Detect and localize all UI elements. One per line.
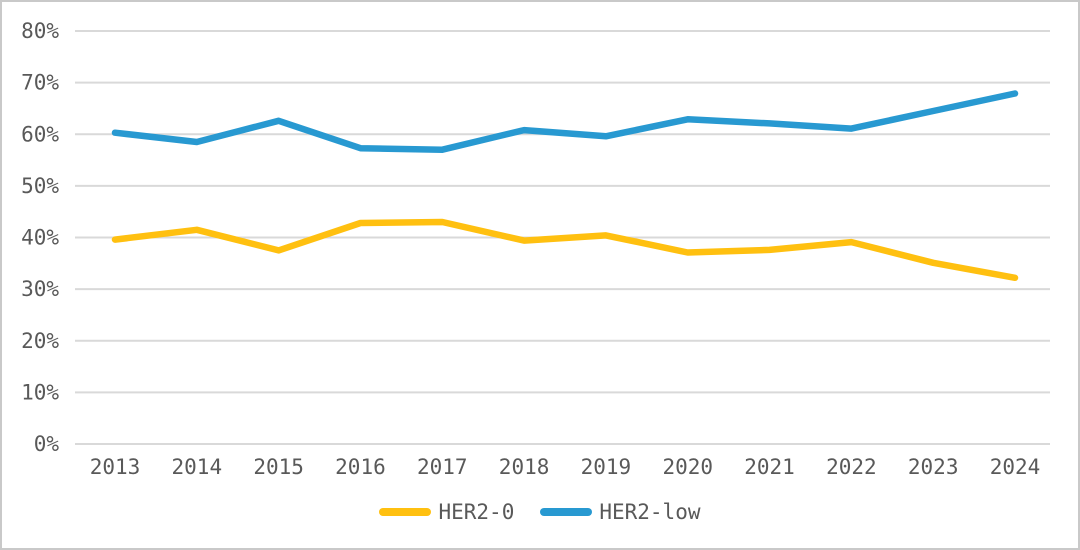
x-axis-tick-label: 2014 (172, 455, 223, 479)
x-axis-tick-label: 2016 (335, 455, 386, 479)
x-axis-tick-label: 2023 (908, 455, 959, 479)
y-axis-tick-label: 80% (21, 19, 59, 43)
y-axis-tick-label: 30% (21, 277, 59, 301)
legend: HER2-0 HER2-low (2, 500, 1078, 524)
x-axis-tick-label: 2018 (499, 455, 550, 479)
x-axis-tick-label: 2022 (826, 455, 877, 479)
her2-low-line-swatch (540, 508, 593, 516)
y-axis-tick-label: 0% (34, 432, 60, 456)
y-axis-tick-label: 20% (21, 329, 59, 353)
legend-item-her2-low: HER2-low (540, 500, 701, 524)
x-axis-tick-label: 2020 (662, 455, 713, 479)
y-axis-tick-label: 70% (21, 71, 59, 95)
series-line-her2-0 (111, 218, 1019, 282)
her2-0-line-swatch (379, 508, 432, 516)
y-axis-tick-label: 50% (21, 174, 59, 198)
x-axis-tick-label: 2015 (253, 455, 304, 479)
x-axis-tick-label: 2021 (744, 455, 795, 479)
series-line-her2-low (111, 90, 1019, 153)
y-axis-tick-label: 40% (21, 226, 59, 250)
x-axis-tick-label: 2017 (417, 455, 468, 479)
legend-label-her2-low: HER2-low (599, 500, 701, 524)
x-axis-tick-label: 2019 (581, 455, 632, 479)
x-axis-tick-label: 2024 (990, 455, 1041, 479)
y-axis-tick-label: 60% (21, 122, 59, 146)
x-axis-tick-label: 2013 (90, 455, 141, 479)
plot-area: 0% 10% 20% 30% 40% 50% 60% 70% 80% 2013 2014 2015 20… (21, 19, 1050, 479)
legend-label-her2-0: HER2-0 (438, 500, 515, 524)
y-axis-tick-label: 10% (21, 380, 59, 404)
legend-item-her2-0: HER2-0 (379, 500, 514, 524)
